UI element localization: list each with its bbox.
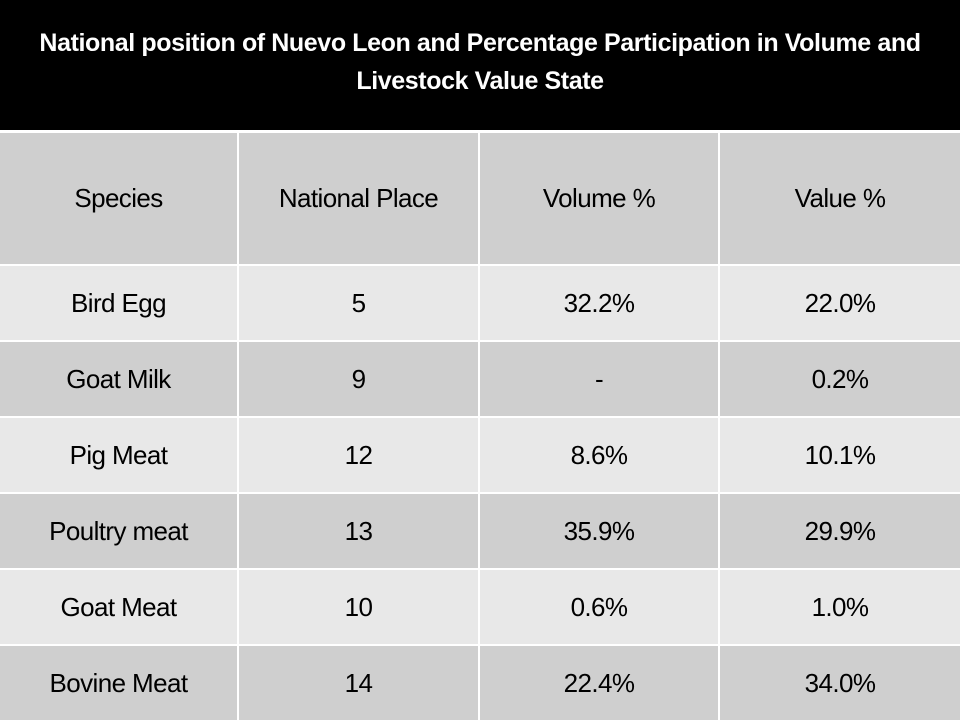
table-row: Pig Meat 12 8.6% 10.1% — [0, 416, 960, 493]
table-row: Poultry meat 13 35.9% 29.9% — [0, 492, 960, 569]
cell-species: Goat Milk — [0, 340, 239, 417]
cell-species: Bird Egg — [0, 264, 239, 341]
cell-value-percent: 29.9% — [718, 492, 960, 569]
cell-national-place: 5 — [237, 264, 480, 341]
cell-volume-percent: 0.6% — [478, 568, 720, 645]
table-row: Goat Meat 10 0.6% 1.0% — [0, 568, 960, 645]
header-species: Species — [0, 130, 239, 265]
cell-national-place: 9 — [237, 340, 480, 417]
cell-national-place: 14 — [237, 644, 480, 720]
cell-species: Bovine Meat — [0, 644, 239, 720]
header-row: Species National Place Volume % Value % — [0, 130, 960, 265]
cell-value-percent: 0.2% — [718, 340, 960, 417]
table-row: Bird Egg 5 32.2% 22.0% — [0, 264, 960, 341]
header-national-place: National Place — [237, 130, 480, 265]
table-row: Goat Milk 9 - 0.2% — [0, 340, 960, 417]
header-volume-percent: Volume % — [478, 130, 720, 265]
cell-volume-percent: 22.4% — [478, 644, 720, 720]
slide-title: National position of Nuevo Leon and Perc… — [39, 29, 921, 95]
cell-value-percent: 22.0% — [718, 264, 960, 341]
cell-species: Poultry meat — [0, 492, 239, 569]
data-table: Species National Place Volume % Value % … — [0, 130, 960, 720]
cell-volume-percent: 8.6% — [478, 416, 720, 493]
cell-species: Goat Meat — [0, 568, 239, 645]
cell-volume-percent: 35.9% — [478, 492, 720, 569]
cell-species: Pig Meat — [0, 416, 239, 493]
cell-volume-percent: - — [478, 340, 720, 417]
cell-value-percent: 34.0% — [718, 644, 960, 720]
cell-volume-percent: 32.2% — [478, 264, 720, 341]
cell-national-place: 10 — [237, 568, 480, 645]
cell-national-place: 13 — [237, 492, 480, 569]
cell-value-percent: 10.1% — [718, 416, 960, 493]
cell-national-place: 12 — [237, 416, 480, 493]
title-bar: National position of Nuevo Leon and Perc… — [0, 0, 960, 130]
header-value-percent: Value % — [718, 130, 960, 265]
cell-value-percent: 1.0% — [718, 568, 960, 645]
table-row: Bovine Meat 14 22.4% 34.0% — [0, 644, 960, 720]
